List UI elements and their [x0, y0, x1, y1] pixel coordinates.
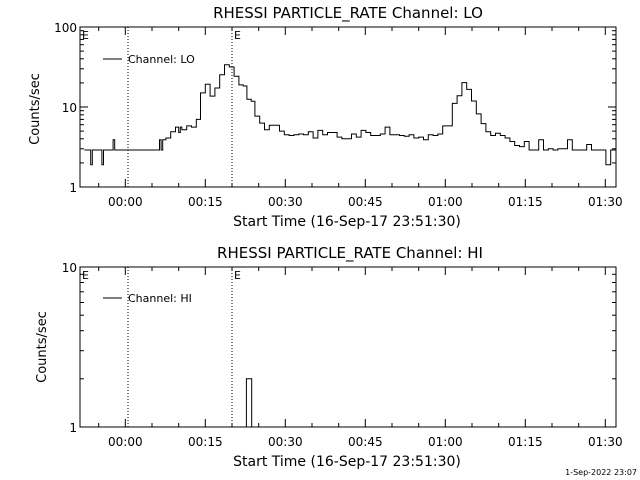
legend-lo: Channel: LO — [103, 53, 195, 66]
x-tick-label: 01:15 — [508, 435, 543, 449]
x-tick-label: 01:15 — [508, 195, 543, 209]
y-axis-label-hi: Counts/sec — [35, 311, 50, 383]
x-tick-label: 00:15 — [188, 435, 223, 449]
panel-lo: RHESSI PARTICLE_RATE Channel: LO Counts/… — [28, 4, 623, 230]
x-tick-label: 00:00 — [108, 435, 143, 449]
x-tick-label: 00:45 — [348, 435, 383, 449]
series-line — [243, 378, 254, 428]
x-tick-label: 00:30 — [268, 435, 303, 449]
event-marker-label-corner: E — [82, 29, 89, 42]
timestamp-stamp: 1-Sep-2022 23:07 — [565, 468, 637, 477]
series-line — [84, 64, 616, 166]
x-tick-label: 01:30 — [588, 195, 623, 209]
event-marker-label: E — [234, 269, 241, 282]
x-axis-label-hi: Start Time (16-Sep-17 23:51:30) — [233, 454, 461, 470]
event-marker-label: E — [234, 29, 241, 42]
plot-frame-hi — [79, 266, 617, 428]
panel-hi: RHESSI PARTICLE_RATE Channel: HI Counts/… — [35, 244, 623, 470]
y-tick-label: 1 — [69, 421, 77, 435]
y-ticks-hi: 1 10 — [62, 261, 616, 435]
x-tick-label: 00:45 — [348, 195, 383, 209]
x-tick-label: 01:30 — [588, 435, 623, 449]
y-axis-label-lo: Counts/sec — [28, 73, 43, 145]
x-tick-label: 00:15 — [188, 195, 223, 209]
y-ticks-lo: 1 10 100 — [54, 21, 616, 195]
event-marker-label-corner: E — [82, 269, 89, 282]
x-ticks-lo: 00:00 00:15 00:30 00:45 01:00 01:15 01:30 — [98, 27, 623, 209]
chart-title-hi: RHESSI PARTICLE_RATE Channel: HI — [217, 244, 483, 263]
markers-hi: EE — [82, 267, 241, 427]
x-tick-label: 01:00 — [428, 435, 463, 449]
chart-title-lo: RHESSI PARTICLE_RATE Channel: LO — [213, 4, 483, 23]
x-tick-label: 00:30 — [268, 195, 303, 209]
legend-hi: Channel: HI — [103, 292, 192, 305]
y-tick-label: 1 — [69, 181, 77, 195]
legend-label-hi: Channel: HI — [128, 292, 192, 305]
x-ticks-hi: 00:00 00:15 00:30 00:45 01:00 01:15 01:30 — [98, 267, 623, 449]
y-tick-label: 10 — [62, 101, 77, 115]
x-axis-label-lo: Start Time (16-Sep-17 23:51:30) — [233, 214, 461, 230]
x-tick-label: 00:00 — [108, 195, 143, 209]
plot-frame-lo — [79, 26, 617, 188]
series-lo — [84, 64, 616, 166]
series-hi — [243, 378, 254, 428]
legend-label-lo: Channel: LO — [128, 53, 195, 66]
x-tick-label: 01:00 — [428, 195, 463, 209]
y-tick-label: 10 — [62, 261, 77, 275]
y-tick-label: 100 — [54, 21, 77, 35]
markers-lo: EE — [82, 27, 241, 187]
